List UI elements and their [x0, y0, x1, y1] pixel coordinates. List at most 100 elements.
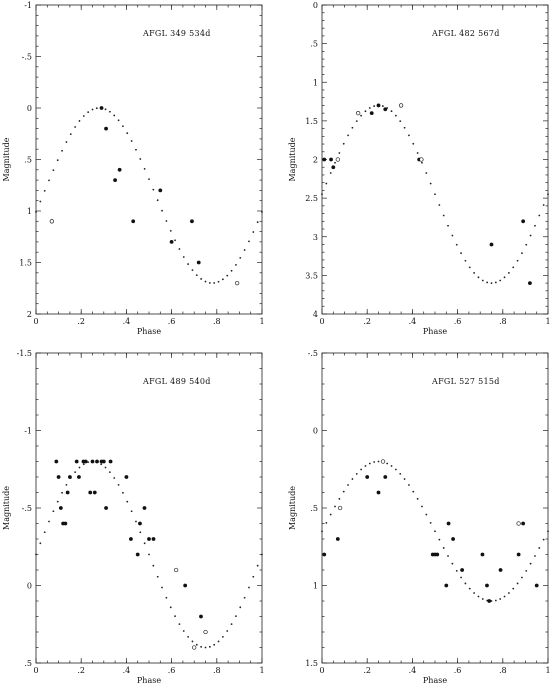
fit-curve-dot: [204, 646, 207, 649]
fit-curve-dot: [473, 592, 476, 594]
observation-filled: [124, 475, 129, 479]
fit-curve-dot: [161, 209, 163, 212]
fit-curve-dot: [360, 114, 363, 117]
fit-curve-dot: [230, 623, 233, 626]
fit-curve-dot: [148, 178, 150, 181]
observation-filled: [435, 552, 440, 557]
fit-curve-dot: [243, 249, 246, 251]
fit-curve-dot: [325, 182, 328, 185]
observation-filled: [65, 490, 70, 495]
fit-curve-dot: [542, 538, 545, 541]
fit-curve-dot: [538, 214, 541, 217]
fit-curve-dot: [82, 115, 85, 117]
fit-curve-dot: [87, 461, 90, 464]
x-tick-label: 0: [319, 666, 324, 675]
fit-curve-dot: [390, 465, 393, 467]
fit-curve-dot: [139, 158, 142, 160]
y-tick-label: 1.5: [19, 259, 32, 268]
y-tick-label: 3.5: [305, 271, 318, 280]
y-tick-label: 0: [313, 427, 318, 436]
fit-curve-dot: [187, 263, 190, 265]
fit-curve-dot: [494, 281, 497, 284]
fit-curve-dot: [100, 463, 103, 466]
observation-filled: [108, 459, 113, 464]
observation-filled: [521, 219, 526, 224]
fit-curve-dot: [351, 126, 354, 129]
x-tick-label: 0: [319, 317, 324, 326]
fit-curve-dot: [108, 471, 111, 474]
x-axis-label: Phase: [423, 676, 447, 685]
fit-curve-dot: [217, 640, 220, 643]
observation-filled: [383, 107, 388, 112]
x-tick-label: 1: [545, 666, 550, 675]
fit-curve-dot: [421, 161, 423, 164]
observation-filled: [113, 178, 117, 183]
fit-curve-dot: [52, 169, 55, 172]
observation-filled: [365, 475, 370, 479]
fit-curve-dot: [499, 279, 502, 282]
fit-curve-dot: [408, 484, 410, 486]
observation-filled: [534, 583, 539, 588]
fit-curve-dot: [534, 224, 536, 227]
fit-curve-dot: [56, 500, 59, 503]
y-tick-label: 0: [313, 1, 318, 10]
fit-curve-dot: [48, 520, 50, 523]
fit-curve-dot: [477, 276, 480, 279]
fit-curve-dot: [507, 272, 510, 274]
fit-curve-dot: [451, 562, 454, 565]
observation-filled: [183, 583, 188, 588]
y-tick-label: 2.5: [305, 194, 318, 203]
observation-open: [234, 280, 240, 286]
panel-title: AFGL 349 534d: [142, 29, 211, 38]
fit-curve-dot: [74, 126, 77, 128]
fit-curve-dot: [256, 221, 259, 224]
fit-curve-dot: [547, 193, 549, 196]
fit-curve-dot: [239, 606, 242, 609]
fit-curve-dot: [156, 199, 159, 202]
observation-open: [49, 219, 54, 224]
fit-curve-dot: [178, 248, 181, 250]
observation-filled: [451, 537, 455, 541]
fit-curve-dot: [329, 513, 332, 516]
fit-curve-dot: [464, 582, 467, 585]
y-tick-label: -.5: [308, 349, 318, 358]
fit-curve-dot: [347, 134, 349, 137]
fit-curve-dot: [252, 231, 255, 233]
observation-filled: [528, 281, 532, 285]
observation-filled: [74, 459, 79, 464]
fit-curve-dot: [182, 256, 185, 258]
fit-curve-dot: [230, 269, 233, 272]
x-tick-label: 0: [33, 666, 38, 675]
fit-curve-dot: [213, 282, 216, 284]
fit-curve-dot: [416, 497, 419, 500]
fit-curve-dot: [252, 575, 255, 578]
light-curve-panel: 0.2.4.6.8 1-1.5-1-.50.5PhaseMagnitudeAFGL…: [2, 349, 265, 685]
observation-open: [419, 157, 424, 162]
fit-curve-dot: [182, 630, 185, 632]
fit-curve-dot: [122, 125, 124, 128]
fit-curve-dot: [248, 586, 250, 589]
fit-curve-dot: [191, 269, 194, 272]
fit-curve-dot: [499, 598, 502, 600]
panel-title: AFGL 482 567d: [431, 29, 500, 38]
y-tick-label: 1.5: [305, 117, 318, 126]
fit-curve-dot: [91, 108, 94, 111]
x-tick-label: .8: [499, 666, 507, 675]
fit-curve-dot: [377, 460, 380, 463]
fit-curve-dot: [113, 477, 116, 479]
observation-open: [356, 110, 361, 116]
fit-curve-dot: [447, 224, 449, 227]
fit-curve-dot: [416, 152, 419, 154]
x-tick-label: .2: [77, 317, 85, 326]
x-tick-label: .6: [454, 317, 462, 326]
fit-curve-dot: [516, 582, 519, 585]
fit-curve-dot: [455, 569, 458, 572]
fit-curve-dot: [473, 272, 476, 274]
observation-filled: [117, 167, 122, 172]
y-tick-label: 1: [27, 207, 32, 216]
fit-curve-dot: [503, 595, 506, 598]
fit-curve-dot: [355, 120, 358, 123]
fit-curve-dot: [351, 478, 354, 480]
fit-curve-dot: [460, 252, 462, 255]
fit-curve-dot: [429, 521, 432, 524]
